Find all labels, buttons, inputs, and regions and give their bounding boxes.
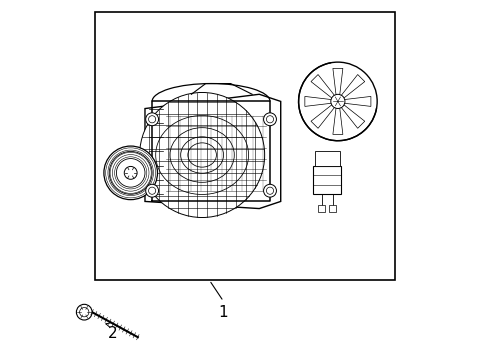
Ellipse shape (181, 137, 223, 173)
Polygon shape (333, 68, 343, 96)
Bar (95, 12, 395, 280)
Circle shape (264, 184, 276, 197)
Bar (329, 205, 336, 212)
Circle shape (298, 62, 377, 141)
Circle shape (264, 113, 276, 126)
Circle shape (148, 116, 156, 123)
Circle shape (148, 187, 156, 194)
Polygon shape (311, 75, 335, 99)
Circle shape (79, 307, 89, 317)
Circle shape (331, 94, 345, 108)
Bar (313, 166, 342, 194)
Circle shape (267, 187, 273, 194)
Ellipse shape (170, 128, 234, 182)
Polygon shape (145, 94, 281, 208)
Circle shape (124, 166, 137, 179)
Ellipse shape (188, 143, 217, 167)
Circle shape (146, 184, 159, 197)
Circle shape (146, 113, 159, 126)
Text: 2: 2 (108, 327, 118, 342)
Bar (318, 205, 325, 212)
Polygon shape (341, 104, 365, 128)
Polygon shape (305, 96, 332, 107)
Polygon shape (343, 96, 371, 107)
Ellipse shape (156, 116, 248, 194)
Circle shape (76, 304, 92, 320)
Circle shape (117, 158, 145, 187)
Text: 1: 1 (219, 305, 228, 320)
Polygon shape (341, 75, 365, 99)
Circle shape (267, 116, 273, 123)
Bar (315, 152, 340, 166)
Circle shape (104, 146, 157, 200)
Ellipse shape (140, 93, 265, 217)
Circle shape (109, 152, 152, 194)
Polygon shape (333, 107, 343, 134)
Polygon shape (311, 104, 335, 128)
